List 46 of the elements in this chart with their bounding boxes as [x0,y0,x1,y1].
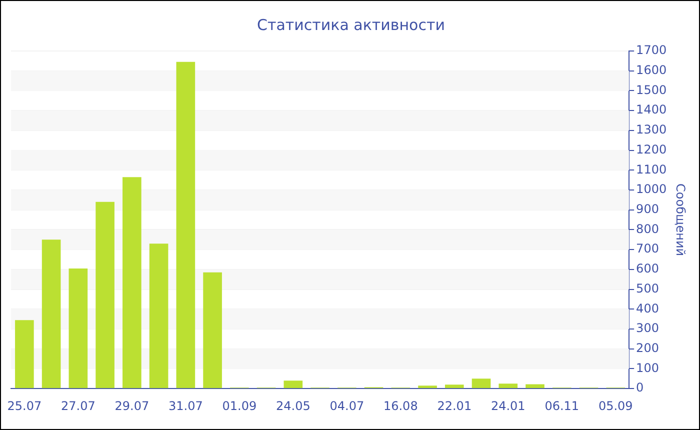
y-tick-label: 900 [636,202,659,216]
y-tick-label: 700 [636,242,659,256]
y-tick-label: 1400 [636,102,667,117]
x-tick-label: 04.07 [330,398,364,413]
x-tick-label: 01.09 [222,398,257,413]
y-tick-label: 400 [636,301,659,316]
y-tick-label: 300 [636,321,659,336]
y-tick-label: 200 [636,341,659,356]
y-tick-label: 1600 [636,62,667,77]
y-tick-label: 1700 [636,43,667,58]
bar [203,272,222,388]
y-tick-label: 800 [636,222,659,236]
y-tick-label: 100 [636,360,659,375]
chart-title: Статистика активности [257,16,445,34]
y-tick-label: 1300 [636,122,667,137]
x-tick-label: 29.07 [114,398,150,413]
y-tick-label: 1100 [636,162,667,176]
bar [122,177,142,388]
bar [15,320,34,388]
y-tick-label: 600 [636,262,659,276]
x-tick-label: 05.09 [598,398,633,413]
y-tick-label: 500 [636,281,659,296]
x-tick-label: 31.07 [168,398,203,413]
x-tick-label: 24.01 [490,398,526,413]
x-tick-label: 16.08 [383,398,418,413]
x-tick-label: 06.11 [544,398,580,413]
bar [176,62,196,388]
y-axis-title: Сообщений [674,184,688,256]
x-tick-label: 27.07 [61,398,96,413]
bar [149,244,168,388]
y-tick-label: 1000 [636,182,667,196]
bar [498,384,518,388]
bar [42,240,61,388]
x-tick-label: 25.07 [7,398,42,413]
bar [68,268,88,388]
x-tick-label: 24.05 [276,398,310,413]
y-tick-label: 0 [636,380,644,395]
bar [418,386,437,388]
bar [284,380,303,388]
bar [444,384,464,388]
bar [526,384,544,388]
y-tick-label: 1500 [636,82,667,97]
bar [96,202,114,388]
x-tick-label: 22.01 [437,398,472,413]
y-tick-label: 1200 [636,142,667,156]
bar [472,378,491,388]
